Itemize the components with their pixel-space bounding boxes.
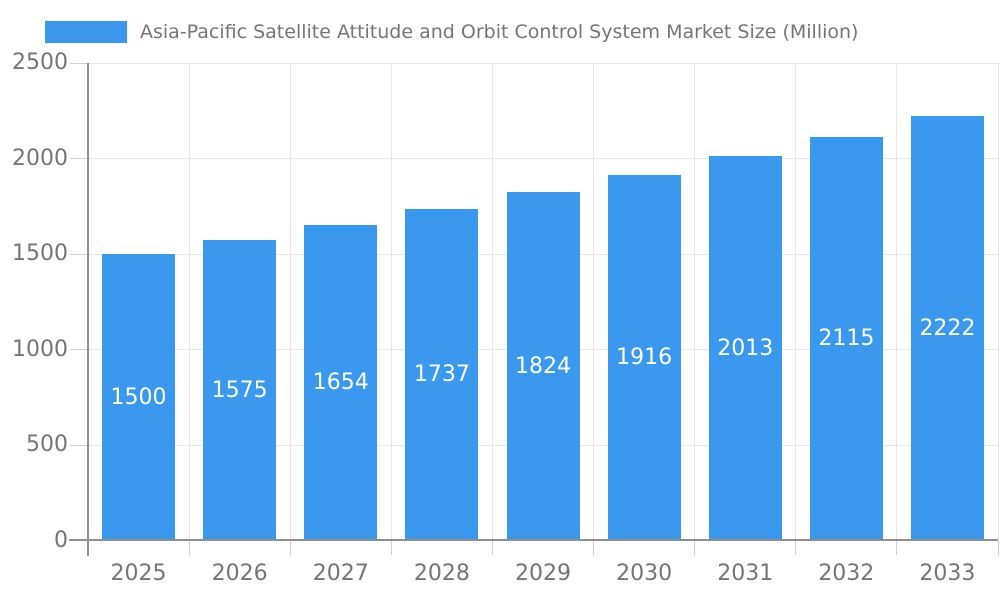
bar-value-label: 1737 bbox=[413, 362, 470, 387]
bar bbox=[102, 254, 176, 541]
h-gridline bbox=[88, 62, 998, 64]
bar-value-label: 2013 bbox=[717, 335, 774, 361]
x-tick-label: 2033 bbox=[919, 561, 976, 586]
bar-value-label: 1824 bbox=[515, 353, 571, 379]
x-axis-tick bbox=[997, 541, 999, 555]
v-gridline bbox=[289, 63, 291, 541]
x-tick-label: 2028 bbox=[413, 561, 470, 586]
v-gridline bbox=[896, 63, 898, 541]
bar-value-label: 2222 bbox=[919, 315, 976, 341]
bar bbox=[708, 156, 782, 541]
x-tick-label: 2025 bbox=[110, 561, 167, 586]
bar bbox=[506, 192, 580, 541]
legend-swatch bbox=[45, 21, 127, 43]
x-tick-label: 2031 bbox=[717, 561, 774, 586]
bar-value-label: 2115 bbox=[818, 326, 875, 351]
v-gridline bbox=[795, 63, 797, 541]
h-gridline bbox=[88, 158, 998, 160]
x-tick-label: 2026 bbox=[211, 561, 268, 586]
x-axis-tick bbox=[188, 541, 190, 555]
v-gridline bbox=[188, 63, 190, 541]
bar bbox=[304, 225, 378, 541]
v-gridline bbox=[491, 63, 493, 541]
y-axis-line bbox=[87, 63, 89, 556]
x-tick-label: 2030 bbox=[616, 561, 673, 586]
x-axis-tick bbox=[795, 541, 797, 555]
bar-value-label: 1500 bbox=[110, 384, 167, 410]
y-tick-label: 2000 bbox=[12, 145, 68, 171]
y-axis-tick bbox=[70, 349, 88, 351]
bar bbox=[607, 175, 681, 541]
y-tick-label: 500 bbox=[26, 432, 68, 458]
bar bbox=[809, 137, 883, 541]
bar bbox=[910, 116, 984, 541]
x-tick-label: 2032 bbox=[818, 561, 875, 586]
x-axis-tick bbox=[390, 541, 392, 555]
y-tick-label: 1000 bbox=[12, 336, 68, 362]
x-tick-label: 2029 bbox=[514, 561, 571, 586]
chart-legend[interactable]: Asia-Pacific Satellite Attitude and Orbi… bbox=[45, 20, 858, 44]
bar bbox=[405, 209, 479, 541]
bar-value-label: 1654 bbox=[312, 370, 369, 395]
x-axis-tick bbox=[593, 541, 595, 555]
y-axis-tick bbox=[70, 158, 88, 160]
y-tick-label: 2500 bbox=[12, 50, 68, 75]
bar-value-label: 1575 bbox=[211, 377, 268, 403]
y-tick-label: 0 bbox=[54, 528, 68, 553]
bar bbox=[203, 240, 277, 541]
x-axis-tick bbox=[896, 541, 898, 555]
x-tick-label: 2027 bbox=[312, 561, 369, 586]
v-gridline bbox=[694, 63, 696, 541]
x-axis-line bbox=[69, 539, 998, 541]
x-axis-tick bbox=[491, 541, 493, 555]
y-axis-tick bbox=[70, 444, 88, 446]
y-axis-tick bbox=[70, 62, 88, 64]
y-tick-label: 1500 bbox=[12, 241, 68, 267]
x-axis-tick bbox=[289, 541, 291, 555]
y-axis-tick bbox=[70, 253, 88, 255]
v-gridline bbox=[390, 63, 392, 541]
legend-label: Asia-Pacific Satellite Attitude and Orbi… bbox=[140, 21, 859, 43]
v-gridline bbox=[997, 63, 999, 541]
x-axis-tick bbox=[694, 541, 696, 555]
bar-value-label: 1916 bbox=[616, 345, 673, 370]
v-gridline bbox=[593, 63, 595, 541]
